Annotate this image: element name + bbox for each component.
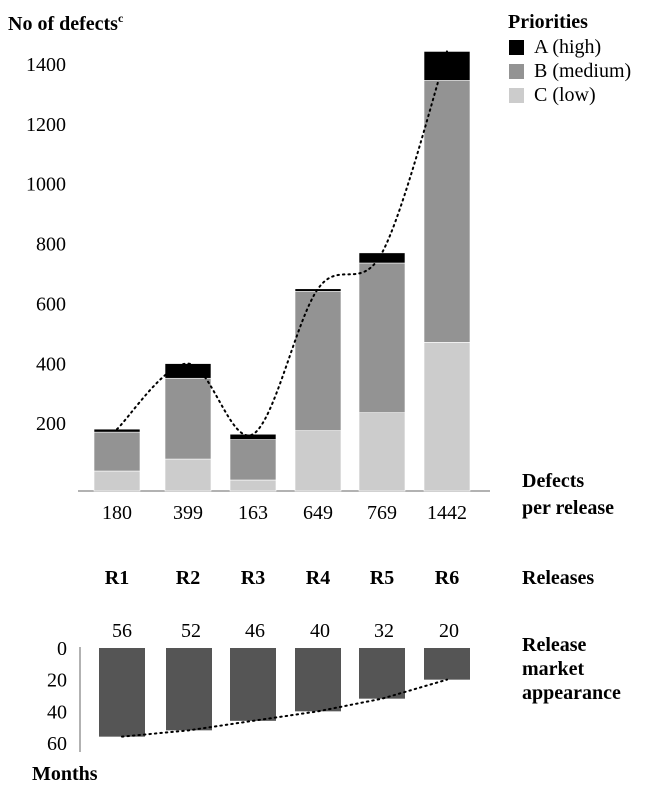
bottom-y-axis-title: Months <box>32 763 98 785</box>
release-name-r4: R4 <box>306 567 330 589</box>
bar-segment-r6-c <box>423 342 471 492</box>
month-bar-r6 <box>424 648 470 680</box>
bar-segment-r5-b <box>358 262 406 413</box>
month-data-label: 32 <box>374 620 394 642</box>
defect-total-r3: 163 <box>238 502 268 524</box>
legend-label: A (high) <box>534 36 601 58</box>
bar-segment-r6-b <box>423 80 471 343</box>
legend-label: B (medium) <box>534 60 631 82</box>
release-name-r2: R2 <box>176 567 200 589</box>
bar-segment-r6-a <box>423 51 471 81</box>
month-bar-r2 <box>166 648 212 731</box>
month-data-label: 52 <box>181 620 201 642</box>
defect-total-r2: 399 <box>173 502 203 524</box>
releases-axis-title: Releases <box>522 567 594 589</box>
bar-segment-r5-c <box>358 412 406 492</box>
bar-segment-r2-b <box>164 377 212 460</box>
defect-total-r5: 769 <box>367 502 397 524</box>
legend-title: Priorities <box>508 11 588 33</box>
defect-totals: 180 399 163 649 769 1442 <box>102 502 467 524</box>
totals-label-line1: Defects <box>522 470 584 492</box>
defect-total-r1: 180 <box>102 502 132 524</box>
month-data-label: 46 <box>245 620 265 642</box>
defect-total-r6: 1442 <box>427 502 467 524</box>
legend-swatch <box>509 64 524 79</box>
bottom-y-axis-ticks: 0 20 40 60 <box>47 638 67 755</box>
release-name-r5: R5 <box>370 567 394 589</box>
y-tick-label: 1400 <box>26 54 66 76</box>
top-y-axis-title: No of defectsc <box>8 11 124 35</box>
market-label-line2: market <box>522 658 585 680</box>
month-bar-r3 <box>230 648 276 721</box>
legend-swatch <box>509 88 524 103</box>
month-bar-r1 <box>99 648 145 737</box>
release-names: R1 R2 R3 R4 R5 R6 <box>105 567 459 589</box>
month-tick-label: 60 <box>47 733 67 755</box>
release-name-r3: R3 <box>241 567 265 589</box>
bottom-chart: 0 20 40 60 56 52 46 40 32 20 Release market appe… <box>32 620 621 785</box>
month-tick-label: 0 <box>57 638 67 660</box>
y-tick-label: 1000 <box>26 174 66 196</box>
month-data-label: 40 <box>310 620 330 642</box>
bottom-data-labels: 56 52 46 40 32 20 <box>112 620 459 642</box>
y-tick-label: 1200 <box>26 114 66 136</box>
bottom-bars <box>99 648 470 737</box>
bar-segment-r5-a <box>358 252 406 264</box>
bar-segment-r1-c <box>93 470 141 492</box>
bar-segment-r4-c <box>294 430 342 492</box>
month-bar-r4 <box>295 648 341 712</box>
bar-segment-r1-b <box>93 431 141 472</box>
month-tick-label: 40 <box>47 701 67 723</box>
market-label-line3: appearance <box>522 682 621 704</box>
y-tick-label: 800 <box>36 234 66 256</box>
market-label-line1: Release <box>522 634 587 656</box>
month-data-label: 56 <box>112 620 132 642</box>
legend-swatch <box>509 40 524 55</box>
y-tick-label: 200 <box>36 413 66 435</box>
bottom-trend-line <box>121 678 448 738</box>
defect-total-r4: 649 <box>303 502 333 524</box>
bar-segment-r4-b <box>294 291 342 431</box>
month-data-label: 20 <box>439 620 459 642</box>
bar-segment-r3-c <box>229 479 277 492</box>
release-name-r1: R1 <box>105 567 129 589</box>
top-bars <box>93 51 471 492</box>
release-name-r6: R6 <box>435 567 459 589</box>
top-chart: No of defectsc 200400600800100012001400 … <box>8 11 631 524</box>
bar-segment-r2-c <box>164 458 212 492</box>
month-bar-r5 <box>359 648 405 699</box>
month-tick-label: 20 <box>47 670 67 692</box>
y-tick-label: 400 <box>36 353 66 375</box>
y-tick-label: 600 <box>36 293 66 315</box>
bar-segment-r3-b <box>229 439 277 481</box>
legend-label: C (low) <box>534 84 596 106</box>
legend: Priorities A (high)B (medium)C (low) <box>508 11 631 106</box>
totals-label-line2: per release <box>522 497 614 519</box>
top-y-axis-ticks: 200 400 600 800 1000 1200 1400 <box>26 54 66 435</box>
bar-segment-r2-a <box>164 363 212 379</box>
top-trend-line <box>116 50 448 437</box>
